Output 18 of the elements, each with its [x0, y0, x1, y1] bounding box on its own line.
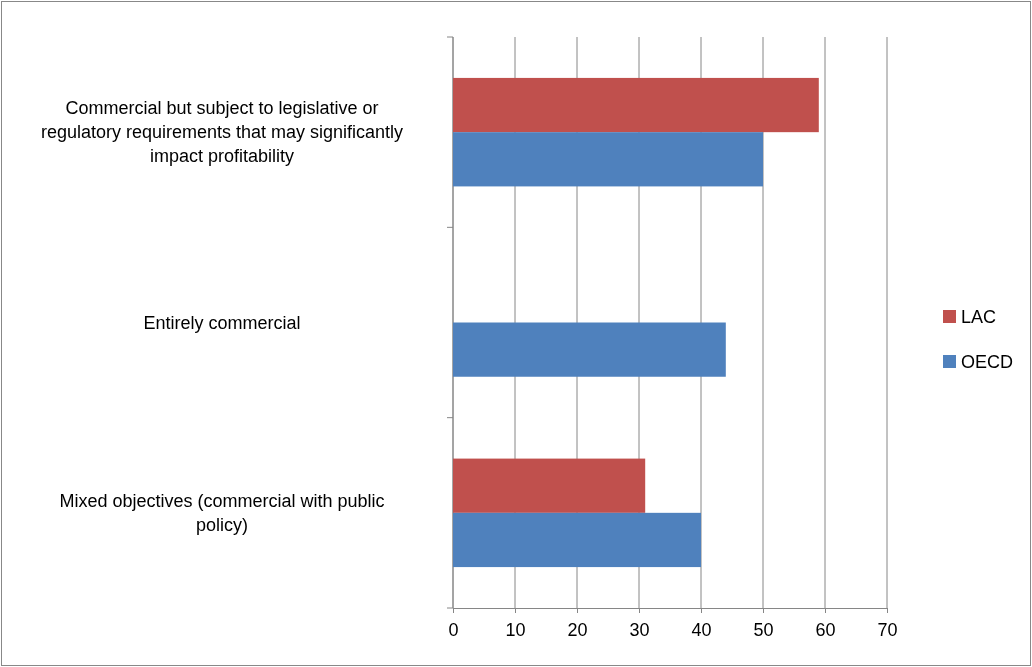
y-tick-label: Mixed objectives (commercial with public policy) [59, 491, 385, 536]
x-tick-label: 30 [629, 619, 650, 640]
x-tick-label: 70 [877, 619, 898, 640]
x-tick-label: 0 [448, 619, 459, 640]
bar [453, 132, 763, 187]
x-tick-label: 10 [505, 619, 526, 640]
legend-label: LAC [961, 307, 997, 328]
bar [453, 458, 646, 513]
x-tick-label: 60 [815, 619, 836, 640]
x-tick-label: 40 [691, 619, 712, 640]
bar [453, 77, 819, 133]
legend-label: OECD [961, 352, 1014, 373]
bar [453, 512, 701, 568]
y-tick-label: Commercial but subject to legislative or regulatory requirements that may significantly impact profitability [40, 98, 404, 167]
bar [453, 322, 726, 377]
x-tick-label: 20 [567, 619, 588, 640]
y-tick-label: Entirely commercial [143, 312, 301, 333]
x-tick-label: 50 [753, 619, 774, 640]
